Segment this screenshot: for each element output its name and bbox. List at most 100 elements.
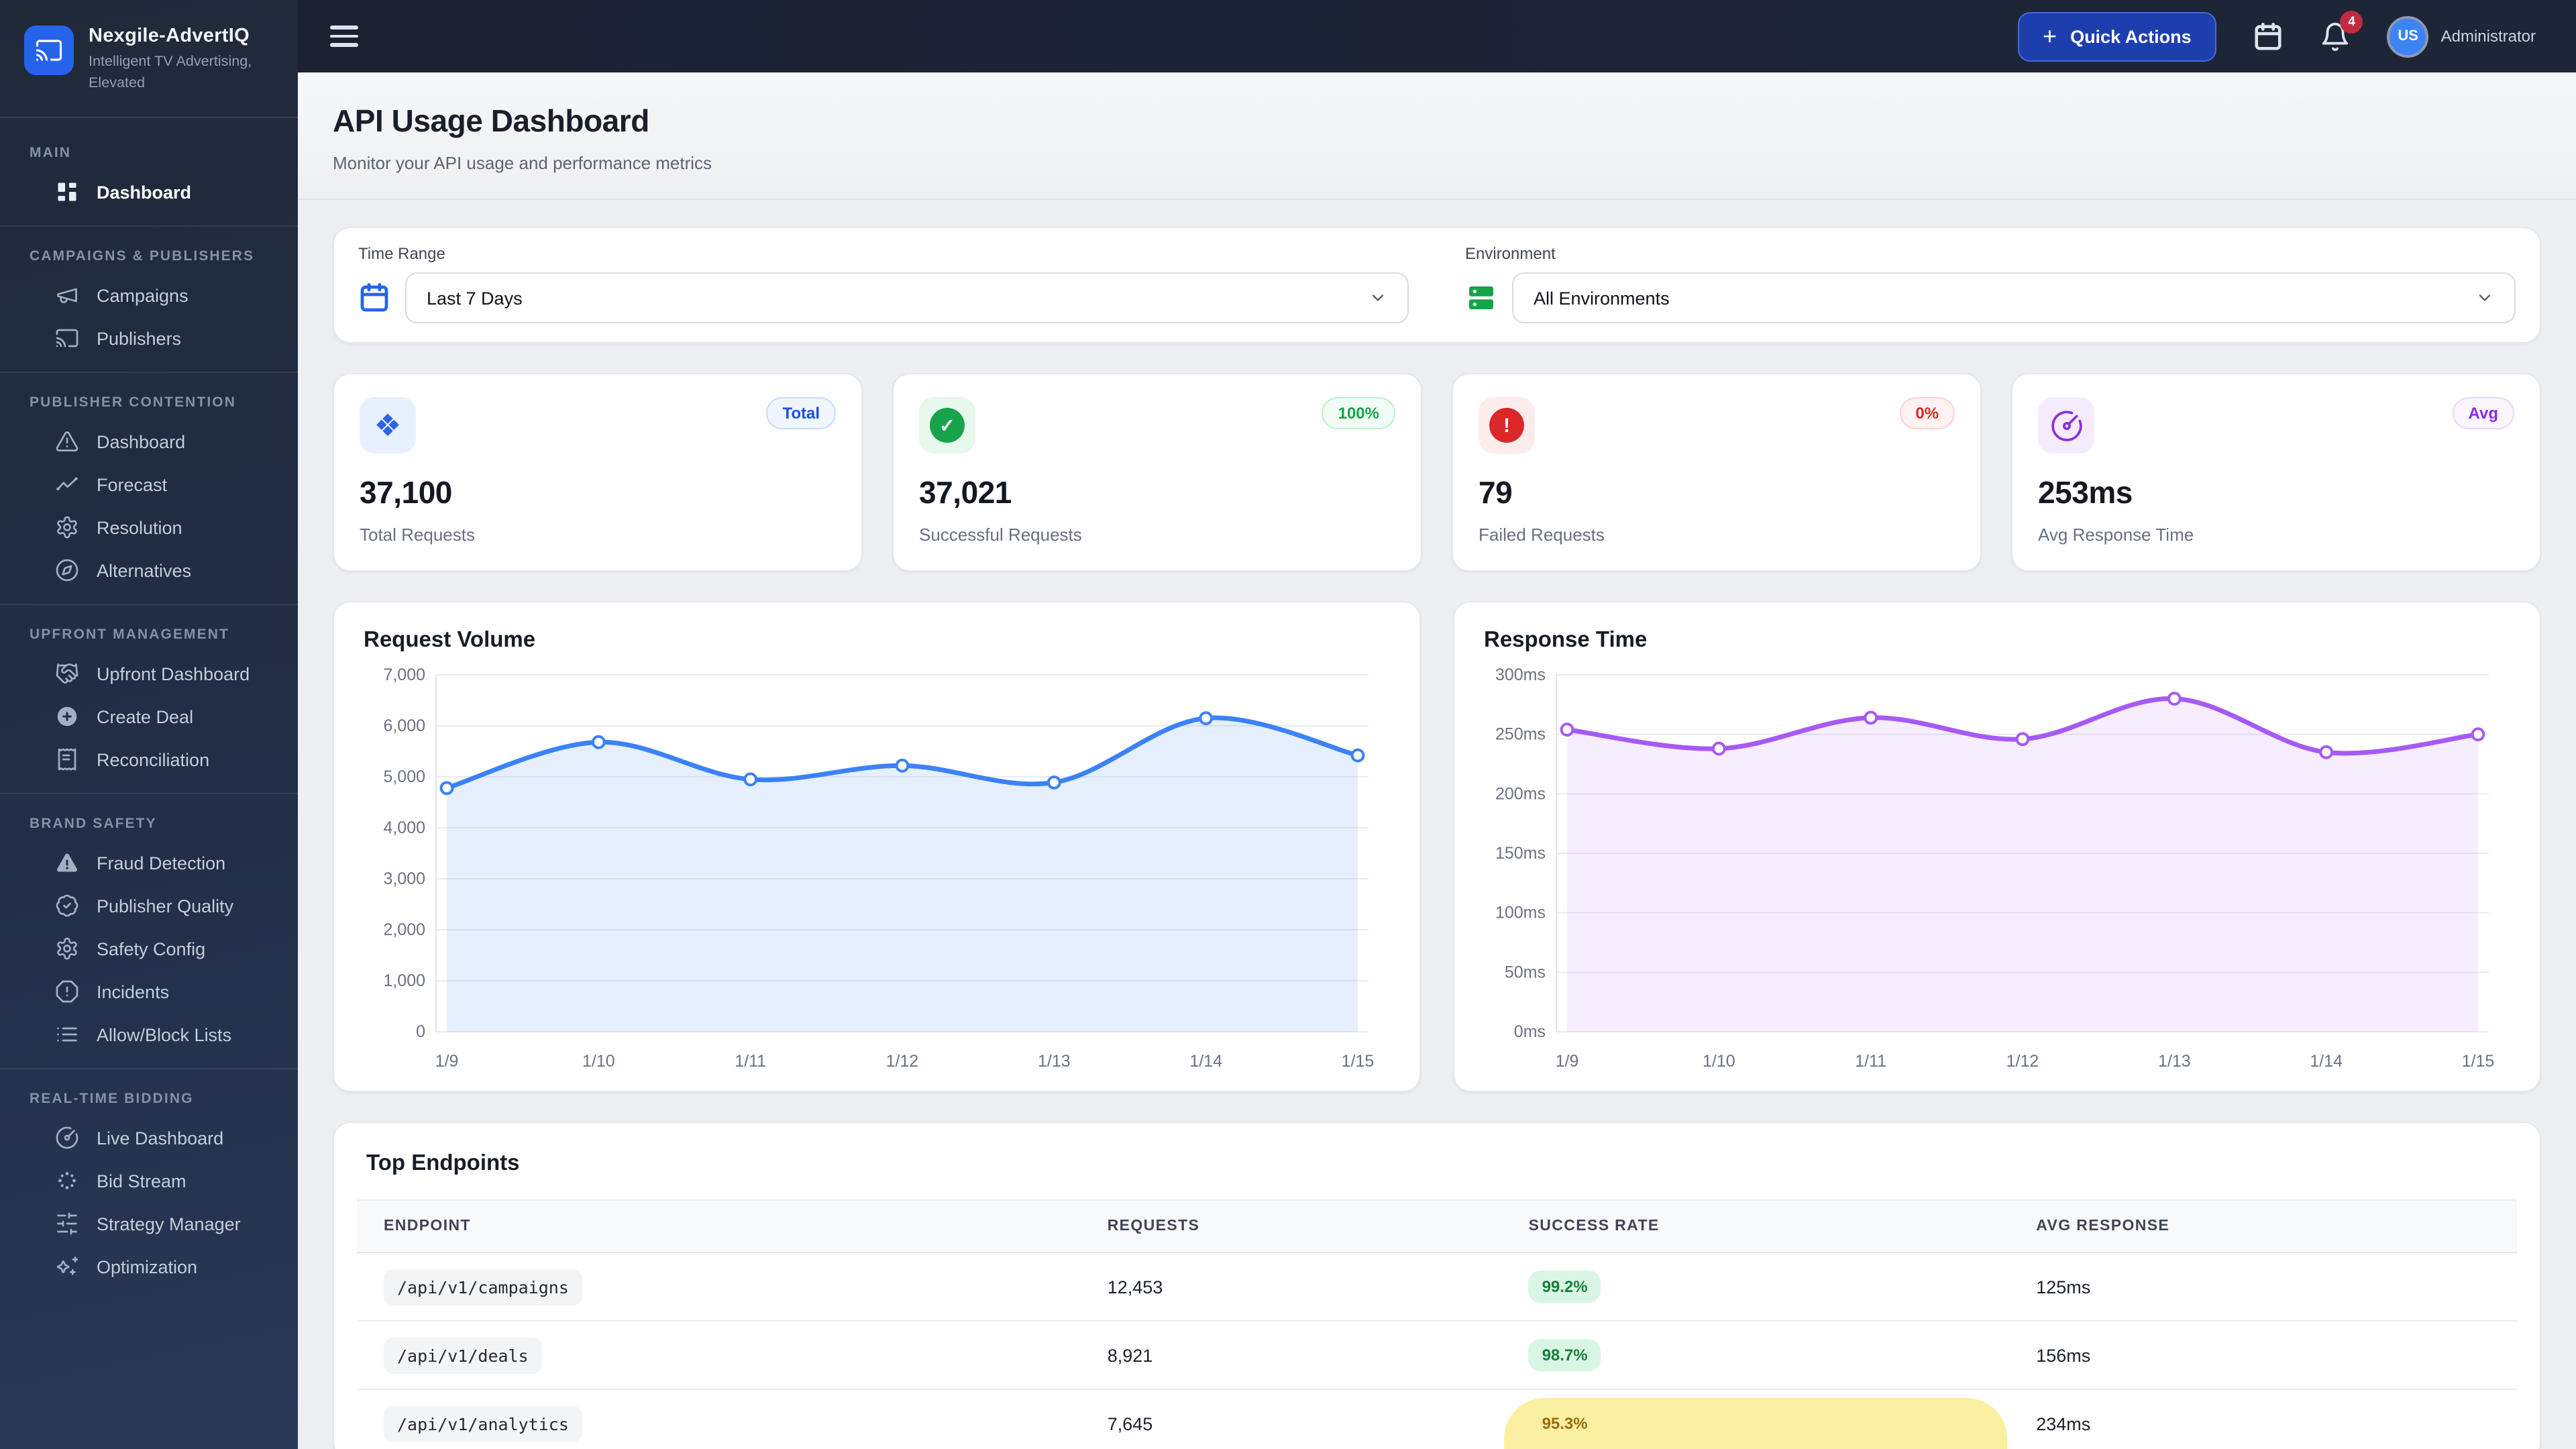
svg-text:6,000: 6,000 — [383, 716, 425, 735]
cast-icon — [55, 327, 79, 351]
svg-text:1/14: 1/14 — [1189, 1052, 1222, 1071]
stat-value: 79 — [1479, 475, 1513, 510]
sidebar-item-optimization[interactable]: Optimization — [0, 1246, 298, 1289]
badge-check-icon — [55, 894, 79, 918]
sidebar-item-upfront-dashboard[interactable]: Upfront Dashboard — [0, 653, 298, 696]
sidebar-item-create-deal[interactable]: Create Deal — [0, 696, 298, 739]
svg-text:1/10: 1/10 — [582, 1052, 615, 1071]
sidebar-item-incidents[interactable]: Incidents — [0, 971, 298, 1014]
sidebar-item-campaigns[interactable]: Campaigns — [0, 274, 298, 317]
sidebar-item-label: Campaigns — [97, 285, 189, 306]
svg-text:1/13: 1/13 — [1038, 1052, 1071, 1071]
requests-count: 8,921 — [1107, 1345, 1153, 1365]
sidebar-item-label: Reconciliation — [97, 749, 210, 770]
table-row-api-v1-deals[interactable]: /api/v1/deals 8,921 98.7% 156ms — [357, 1322, 2517, 1390]
sidebar-item-publisher-quality[interactable]: Publisher Quality — [0, 885, 298, 928]
sliders-icon — [55, 1212, 79, 1236]
trend-line-icon — [55, 473, 79, 497]
svg-text:1/9: 1/9 — [435, 1052, 459, 1071]
time-range-select[interactable]: Last 7 Days — [405, 272, 1409, 323]
response-time-chart: 0ms 50ms 100ms 150ms 200ms 250ms 300ms 1/9 1/10 1… — [1495, 665, 2494, 1071]
notifications-bell-icon[interactable]: 4 — [2320, 10, 2363, 52]
success-rate-badge: 99.2% — [1528, 1271, 1601, 1303]
svg-text:1/11: 1/11 — [1855, 1052, 1886, 1071]
environment-select[interactable]: All Environments — [1512, 272, 2516, 323]
gauge-icon — [2049, 409, 2083, 442]
sidebar-nav: Main Dashboard Campaigns & Publishers Campa… — [0, 119, 298, 1301]
svg-text:300ms: 300ms — [1495, 665, 1546, 684]
stat-badge: Total — [766, 397, 836, 429]
megaphone-icon — [55, 284, 79, 308]
svg-text:4,000: 4,000 — [383, 818, 425, 837]
brand-name: Nexgile-AdvertIQ — [89, 25, 250, 47]
sidebar-section-label: Main — [30, 145, 72, 162]
svg-text:2,000: 2,000 — [383, 920, 425, 939]
requests-count: 12,453 — [1107, 1277, 1163, 1297]
content-area: API Usage Dashboard Monitor your API usa… — [298, 72, 2576, 1449]
sidebar-section-label: Upfront Management — [30, 627, 229, 643]
chart-title: Response Time — [1484, 628, 1648, 652]
svg-text:1/15: 1/15 — [1342, 1052, 1375, 1071]
alert-triangle-icon — [55, 430, 79, 454]
sidebar-item-forecast[interactable]: Forecast — [0, 464, 298, 506]
sidebar-item-live-dashboard[interactable]: Live Dashboard — [0, 1117, 298, 1160]
stat-card-total-requests: ❖ Total 37,100 Total Requests — [333, 373, 863, 572]
menu-toggle-icon[interactable] — [330, 12, 378, 60]
brand-tagline: Intelligent TV Advertising, Elevated — [89, 54, 252, 91]
avatar[interactable]: US — [2387, 15, 2429, 57]
sidebar-item-publishers[interactable]: Publishers — [0, 317, 298, 360]
sidebar-section-campaigns-publishers: Campaigns & Publishers Campaigns Publisher… — [0, 225, 298, 372]
sidebar-item-fraud-detection[interactable]: Fraud Detection — [0, 842, 298, 885]
sidebar-item-bid-stream[interactable]: Bid Stream — [0, 1160, 298, 1203]
brand: Nexgile-AdvertIQ Intelligent TV Advertis… — [0, 0, 298, 119]
column-header-endpoint: Endpoint — [384, 1218, 471, 1234]
time-range-value: Last 7 Days — [427, 288, 523, 308]
svg-text:100ms: 100ms — [1495, 904, 1546, 922]
page-header: API Usage Dashboard Monitor your API usa… — [298, 72, 2576, 200]
top-endpoints-card: Top Endpoints Endpoint Requests Success … — [333, 1122, 2541, 1449]
sidebar-item-resolution[interactable]: Resolution — [0, 506, 298, 549]
sidebar-item-label: Dashboard — [97, 182, 192, 203]
receipt-icon — [55, 748, 79, 772]
quick-actions-button[interactable]: + Quick Actions — [2017, 11, 2217, 61]
chart-title: Request Volume — [364, 628, 536, 652]
page-subtitle: Monitor your API usage and performance m… — [333, 153, 712, 173]
sidebar-section-label: Brand Safety — [30, 816, 157, 833]
sidebar-item-label: Allow/Block Lists — [97, 1024, 232, 1045]
user-role: Administrator — [2440, 27, 2536, 46]
sidebar-section-label: Publisher Contention — [30, 394, 237, 411]
time-range-label: Time Range — [358, 244, 445, 263]
table-row-api-v1-analytics[interactable]: /api/v1/analytics 7,645 95.3% 234ms — [357, 1390, 2517, 1449]
topbar: + Quick Actions 4 US Administrator — [298, 0, 2576, 72]
svg-text:0: 0 — [416, 1022, 425, 1041]
calendar-icon[interactable] — [2253, 21, 2284, 52]
sidebar-section-brand-safety: Brand Safety Fraud Detection Publisher Qua… — [0, 793, 298, 1069]
stat-label: Successful Requests — [919, 525, 1082, 545]
dots-spinner-icon — [55, 1169, 79, 1193]
stat-card-failed-requests: ! 0% 79 Failed Requests — [1452, 373, 1982, 572]
calendar-icon — [358, 282, 390, 314]
stat-badge: 100% — [1322, 397, 1395, 429]
sidebar-item-strategy-manager[interactable]: Strategy Manager — [0, 1203, 298, 1246]
svg-text:1/10: 1/10 — [1703, 1052, 1735, 1071]
requests-count: 7,645 — [1107, 1413, 1153, 1434]
avg-response-value: 234ms — [2036, 1413, 2091, 1434]
handshake-icon — [55, 662, 79, 686]
sidebar-item-dashboard[interactable]: Dashboard — [0, 421, 298, 464]
table-row-api-v1-campaigns[interactable]: /api/v1/campaigns 12,453 99.2% 125ms — [357, 1253, 2517, 1322]
sidebar-item-dashboard[interactable]: Dashboard — [0, 171, 298, 214]
sidebar-item-safety-config[interactable]: Safety Config — [0, 928, 298, 971]
svg-text:1/14: 1/14 — [2310, 1052, 2343, 1071]
sidebar-item-allow-block-lists[interactable]: Allow/Block Lists — [0, 1014, 298, 1057]
sidebar-item-alternatives[interactable]: Alternatives — [0, 549, 298, 592]
chevron-down-icon — [1368, 288, 1387, 307]
notification-badge: 4 — [2340, 10, 2363, 33]
sidebar-item-label: Forecast — [97, 474, 168, 495]
sidebar-item-reconciliation[interactable]: Reconciliation — [0, 739, 298, 782]
sidebar-section-publisher-contention: Publisher Contention Dashboard Forecast Res… — [0, 372, 298, 604]
sidebar-section-upfront-management: Upfront Management Upfront Dashboard Creat… — [0, 604, 298, 794]
stat-label: Failed Requests — [1479, 525, 1605, 545]
sidebar-section-label: Real-Time Bidding — [30, 1091, 194, 1108]
user-menu[interactable]: US Administrator — [2387, 15, 2536, 57]
